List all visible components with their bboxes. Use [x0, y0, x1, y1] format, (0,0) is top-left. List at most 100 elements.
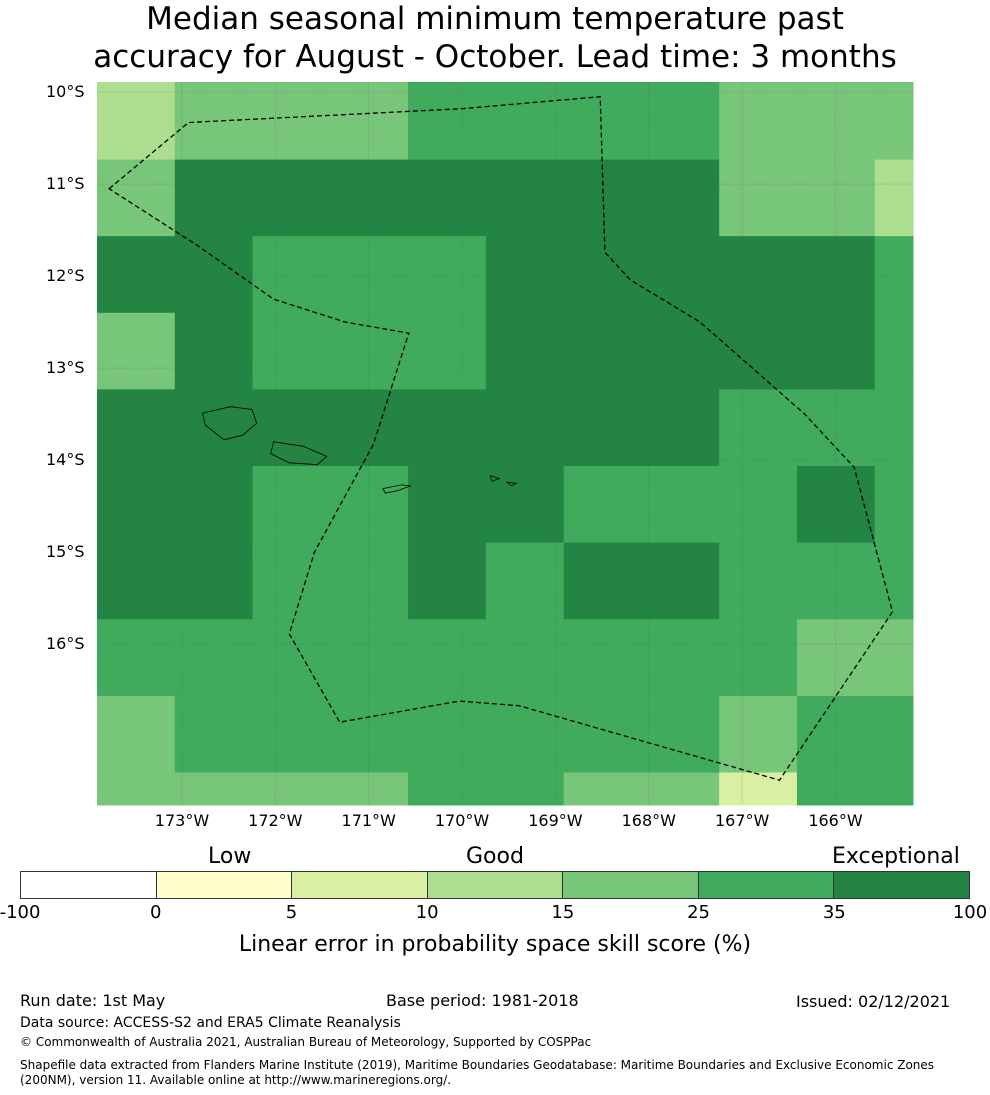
grid-cell [97, 236, 176, 314]
island-outline [270, 441, 328, 466]
grid-cell [97, 82, 176, 161]
grid-cell [252, 695, 331, 774]
grid-cell [563, 312, 642, 390]
island-outline [505, 481, 518, 487]
eez-boundary [108, 95, 894, 781]
grid-cell [641, 619, 720, 697]
grid-cell [874, 312, 914, 390]
data-source: Data source: ACCESS-S2 and ERA5 Climate … [20, 1015, 401, 1031]
grid-cell [719, 772, 798, 806]
grid-cell [796, 619, 876, 697]
grid-cell [641, 236, 720, 314]
grid-cell [174, 389, 254, 467]
grid-cell [330, 695, 409, 774]
latitude-label: 15°S [46, 542, 85, 562]
colorbar-tick: 35 [822, 902, 846, 923]
grid-cell [330, 159, 409, 237]
grid-cell [97, 466, 176, 544]
longitude-label: 166°W [808, 811, 863, 830]
grid-cell [408, 619, 487, 697]
grid-cell [719, 82, 798, 161]
longitude-label: 173°W [154, 811, 210, 830]
colorbar-tick: 15 [551, 902, 575, 923]
colorbar-segment [21, 872, 157, 898]
colorbar-segment [698, 872, 835, 898]
grid-cell [719, 466, 798, 544]
grid-cell [796, 236, 876, 314]
colorbar-label: Linear error in probability space skill … [238, 932, 752, 957]
grid-cell [252, 312, 331, 390]
title-line-2: accuracy for August - October. Lead time… [93, 39, 897, 75]
grid-cell [252, 466, 331, 544]
colorbar-tick: -100 [0, 902, 41, 923]
grid-cell [874, 772, 914, 806]
grid-cell [174, 542, 254, 620]
grid-cell [252, 82, 331, 161]
grid-cell [563, 772, 642, 806]
grid-cell [563, 82, 642, 161]
grid-cell [874, 389, 914, 467]
grid-cell [97, 389, 176, 467]
grid-cell [174, 695, 254, 774]
latitude-label: 10°S [46, 82, 85, 102]
map-title: Median seasonal minimum temperature past… [0, 0, 990, 76]
category-low: Low [208, 844, 252, 869]
grid-cell [485, 772, 565, 806]
grid-cell [796, 695, 876, 774]
grid-cell [330, 236, 409, 314]
grid-cell [408, 772, 487, 806]
colorbar-tick: 10 [415, 902, 439, 923]
longitude-label: 170°W [434, 811, 490, 830]
grid-cell [408, 312, 487, 390]
grid-cell [563, 389, 642, 467]
grid-cell [874, 542, 914, 620]
grid-cell [874, 82, 914, 161]
grid-cell [874, 466, 914, 544]
shapefile-credit-1: Shapefile data extracted from Flanders M… [20, 1058, 935, 1072]
grid-cell [641, 772, 720, 806]
grid-cell [563, 236, 642, 314]
grid-cell [97, 159, 176, 237]
grid-cell [719, 619, 798, 697]
grid-cell [563, 542, 642, 620]
grid-cell [174, 772, 254, 806]
grid-cell [330, 82, 409, 161]
colorbar-segment [427, 872, 564, 898]
colorbar-segment [156, 872, 293, 898]
grid-cell [485, 312, 565, 390]
grid-cell [719, 695, 798, 774]
colorbar-tick: 100 [952, 902, 988, 923]
grid-cell [330, 389, 409, 467]
islands [202, 406, 518, 494]
grid-cell [408, 389, 487, 467]
grid-cell [174, 312, 254, 390]
grid-cell [485, 82, 565, 161]
latitude-label: 14°S [46, 450, 85, 470]
grid-cell [874, 619, 914, 697]
grid-cell [641, 389, 720, 467]
base-period: Base period: 1981-2018 [386, 991, 579, 1010]
grid-cell [252, 542, 331, 620]
category-good: Good [466, 844, 524, 869]
grid-cell [97, 695, 176, 774]
colorbar [20, 871, 970, 899]
colorbar-segment [834, 872, 970, 898]
grid-cell [796, 389, 876, 467]
grid-cell [641, 159, 720, 237]
grid-cell [174, 466, 254, 544]
grid-cell [485, 159, 565, 237]
longitude-label: 171°W [341, 811, 396, 830]
grid-cell [641, 695, 720, 774]
grid-cell [719, 542, 798, 620]
grid-cell [796, 312, 876, 390]
title-line-1: Median seasonal minimum temperature past [146, 1, 844, 37]
copyright: © Commonwealth of Australia 2021, Austra… [20, 1035, 592, 1049]
grid-cell [719, 312, 798, 390]
grid-cell [796, 466, 876, 544]
grid-cell [485, 619, 565, 697]
grid-cell [252, 236, 331, 314]
graticule [97, 82, 913, 805]
longitude-label: 167°W [714, 811, 770, 830]
grid-cell [485, 695, 565, 774]
